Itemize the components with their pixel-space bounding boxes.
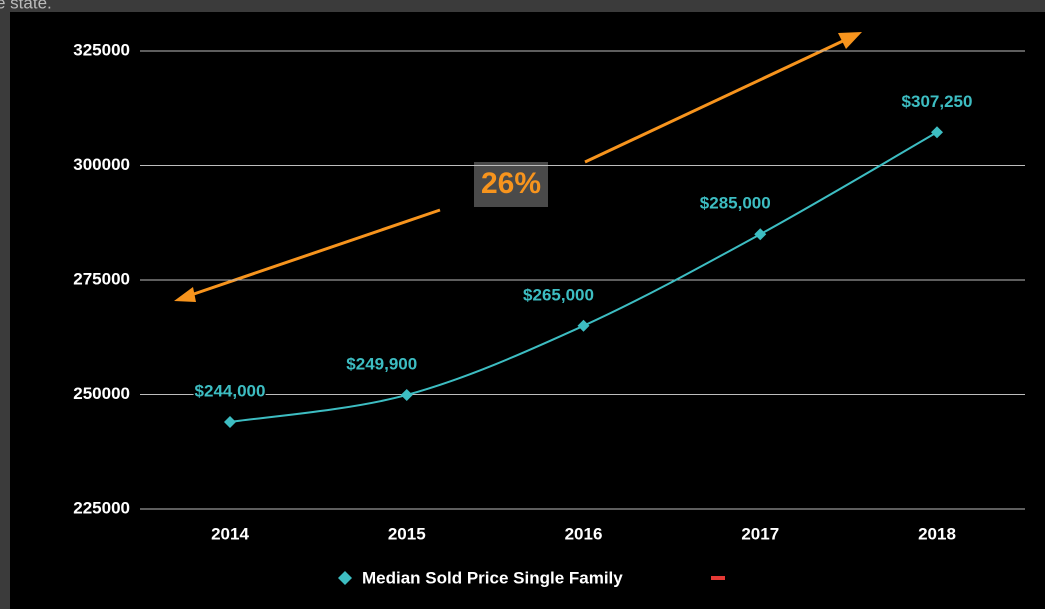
top-text: e state.	[0, 0, 52, 12]
data-label: $265,000	[523, 285, 594, 304]
plot-background	[10, 12, 1045, 609]
data-label: $249,900	[346, 354, 417, 373]
data-label: $285,000	[700, 194, 771, 213]
x-tick-label: 2016	[565, 524, 603, 543]
arrow-line	[187, 208, 441, 298]
point-marker	[400, 388, 413, 401]
data-label: $307,250	[902, 92, 973, 111]
annotation: 26%	[174, 32, 862, 302]
annotation-box	[474, 162, 548, 207]
y-tick-label: 325000	[73, 40, 130, 59]
arrow-head	[174, 287, 196, 302]
legend-label: Median Sold Price Single Family	[362, 568, 623, 587]
y-tick-label: 275000	[73, 269, 130, 288]
legend: Median Sold Price Single Family	[338, 568, 725, 587]
y-tick-label: 300000	[73, 155, 130, 174]
legend-marker	[338, 571, 352, 585]
y-tick-label: 250000	[73, 384, 130, 403]
y-tick-label: 225000	[73, 498, 130, 517]
data-label: $244,000	[195, 381, 266, 400]
point-marker	[754, 228, 767, 241]
legend-marker	[711, 576, 725, 580]
x-tick-label: 2018	[918, 524, 956, 543]
arrow-head	[838, 32, 862, 49]
point-marker	[224, 415, 236, 428]
point-marker	[577, 319, 590, 332]
x-tick-label: 2017	[741, 524, 779, 543]
arrow-line	[584, 38, 846, 164]
x-tick-label: 2014	[211, 524, 249, 543]
annotation-text: 26%	[481, 167, 541, 200]
x-tick-label: 2015	[388, 524, 426, 543]
point-marker	[931, 126, 943, 139]
